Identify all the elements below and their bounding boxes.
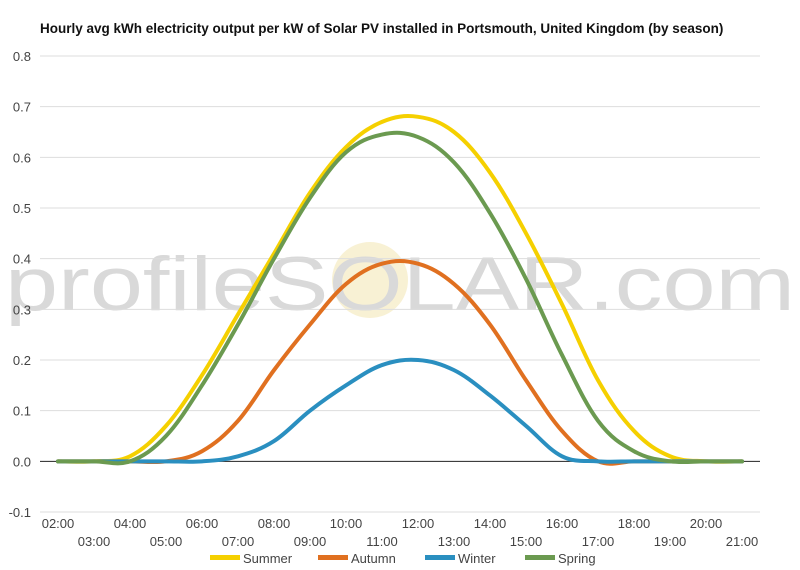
- legend-swatch-spring: [525, 555, 555, 560]
- x-tick-label: 15:00: [510, 534, 543, 549]
- y-tick-label: 0.0: [13, 454, 31, 469]
- legend: Summer Autumn Winter Spring: [210, 551, 596, 566]
- x-tick-label: 21:00: [726, 534, 759, 549]
- x-tick-label: 07:00: [222, 534, 255, 549]
- legend-label-summer: Summer: [243, 551, 293, 566]
- x-tick-label: 13:00: [438, 534, 471, 549]
- y-tick-label: 0.4: [13, 252, 31, 267]
- series-line-spring: [56, 130, 744, 466]
- y-tick-label: 0.8: [13, 49, 31, 64]
- x-tick-label: 10:00: [330, 516, 363, 531]
- legend-label-autumn: Autumn: [351, 551, 396, 566]
- y-tick-label: 0.3: [13, 302, 31, 317]
- y-tick-label: 0.7: [13, 100, 31, 115]
- x-tick-label: 09:00: [294, 534, 327, 549]
- x-tick-label: 14:00: [474, 516, 507, 531]
- y-tick-label: 0.6: [13, 150, 31, 165]
- y-tick-label: -0.1: [9, 505, 31, 520]
- x-tick-label: 12:00: [402, 516, 435, 531]
- y-axis-ticks: -0.1 0.0 0.1 0.2 0.3 0.4 0.5 0.6 0.7 0.8: [9, 49, 31, 520]
- x-tick-label: 16:00: [546, 516, 579, 531]
- x-tick-label: 11:00: [366, 534, 398, 549]
- series-line-winter: [56, 357, 744, 464]
- series-lines: [56, 114, 744, 466]
- legend-swatch-autumn: [318, 555, 348, 560]
- series-line-summer: [56, 114, 744, 464]
- x-tick-label: 06:00: [186, 516, 219, 531]
- x-tick-label: 17:00: [582, 534, 615, 549]
- x-tick-label: 19:00: [654, 534, 687, 549]
- watermark-text: profileSOLAR.com: [5, 242, 795, 327]
- x-tick-label: 20:00: [690, 516, 723, 531]
- y-tick-label: 0.2: [13, 353, 31, 368]
- chart-title: Hourly avg kWh electricity output per kW…: [40, 21, 723, 36]
- legend-swatch-winter: [425, 555, 455, 560]
- x-tick-label: 05:00: [150, 534, 183, 549]
- x-tick-label: 03:00: [78, 534, 111, 549]
- x-tick-label: 02:00: [42, 516, 75, 531]
- legend-swatch-summer: [210, 555, 240, 560]
- x-tick-label: 08:00: [258, 516, 291, 531]
- watermark: profileSOLAR.com: [5, 242, 795, 327]
- x-axis-ticks: 02:00 04:00 06:00 08:00 10:00 12:00 14:00 16:00…: [42, 516, 759, 549]
- y-tick-label: 0.1: [13, 404, 31, 419]
- y-tick-label: 0.5: [13, 201, 31, 216]
- legend-label-winter: Winter: [458, 551, 496, 566]
- legend-label-spring: Spring: [558, 551, 596, 566]
- x-tick-label: 04:00: [114, 516, 147, 531]
- x-tick-label: 18:00: [618, 516, 651, 531]
